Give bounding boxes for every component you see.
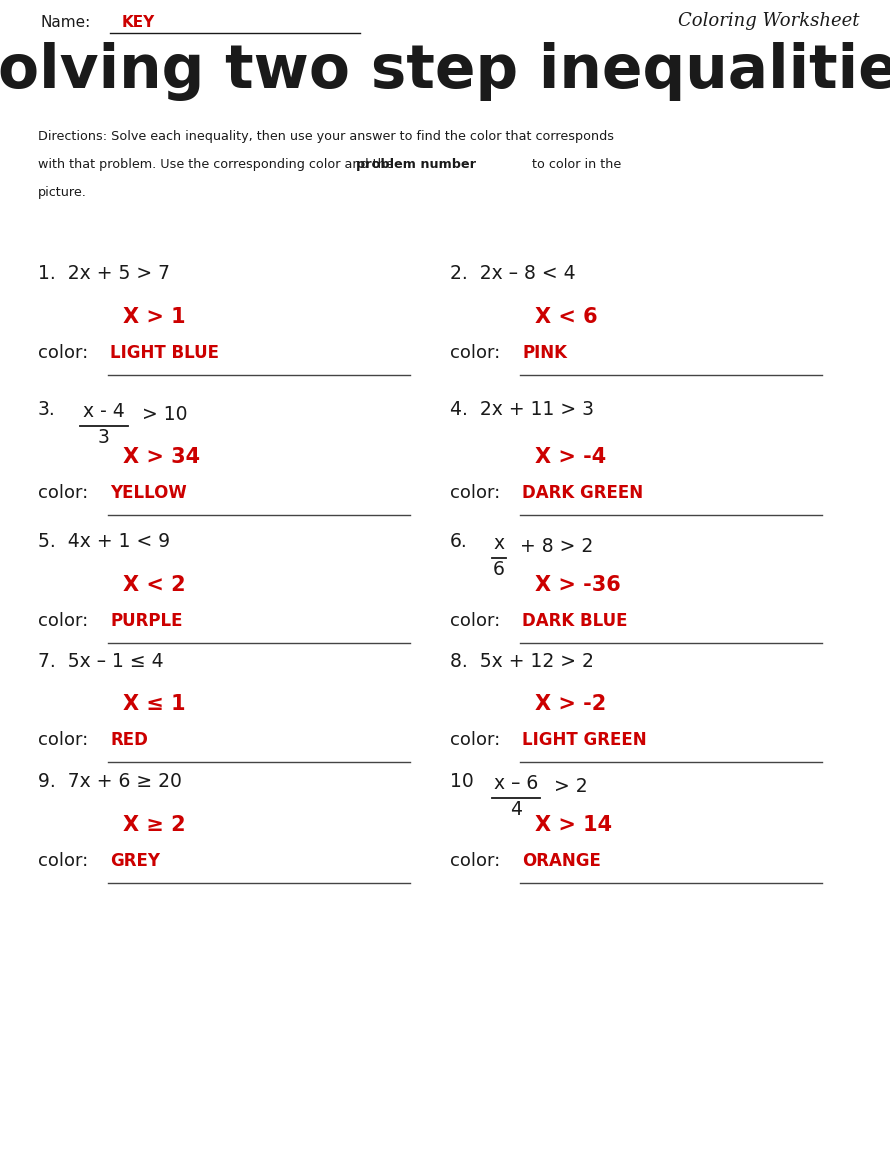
Text: 6: 6 (493, 560, 505, 579)
Text: with that problem. Use the corresponding color and the: with that problem. Use the corresponding… (38, 158, 398, 170)
Text: color:: color: (450, 732, 500, 749)
Text: X < 2: X < 2 (123, 575, 186, 594)
Text: YELLOW: YELLOW (110, 484, 187, 502)
Text: GREY: GREY (110, 852, 160, 870)
Text: PURPLE: PURPLE (110, 612, 182, 630)
Text: to color in the: to color in the (528, 158, 621, 170)
Text: + 8 > 2: + 8 > 2 (514, 537, 593, 556)
Text: 8.  5x + 12 > 2: 8. 5x + 12 > 2 (450, 652, 594, 670)
Text: 7.  5x – 1 ≤ 4: 7. 5x – 1 ≤ 4 (38, 652, 164, 670)
Text: X < 6: X < 6 (535, 306, 597, 327)
Text: PINK: PINK (522, 344, 567, 362)
Text: color:: color: (38, 484, 88, 502)
Text: DARK BLUE: DARK BLUE (522, 612, 627, 630)
Text: Name:: Name: (40, 15, 90, 30)
Text: 6.: 6. (450, 532, 468, 551)
Text: 1.  2x + 5 > 7: 1. 2x + 5 > 7 (38, 264, 170, 283)
Text: color:: color: (450, 612, 500, 630)
Text: RED: RED (110, 732, 148, 749)
Text: LIGHT BLUE: LIGHT BLUE (110, 344, 219, 362)
Text: color:: color: (38, 732, 88, 749)
Text: color:: color: (450, 484, 500, 502)
Text: 10: 10 (450, 772, 473, 791)
Text: 4: 4 (510, 799, 522, 819)
Text: color:: color: (38, 852, 88, 870)
Text: color:: color: (38, 344, 88, 362)
Text: X > 14: X > 14 (535, 814, 612, 835)
Text: 3.: 3. (38, 400, 56, 419)
Text: 3: 3 (98, 429, 109, 447)
Text: problem number: problem number (355, 158, 475, 170)
Text: KEY: KEY (122, 15, 155, 30)
Text: X ≤ 1: X ≤ 1 (123, 694, 186, 714)
Text: X ≥ 2: X ≥ 2 (123, 814, 186, 835)
Text: color:: color: (450, 852, 500, 870)
Text: X > -2: X > -2 (535, 694, 606, 714)
Text: Coloring Worksheet: Coloring Worksheet (678, 12, 860, 30)
Text: picture.: picture. (38, 185, 87, 199)
Text: 4.  2x + 11 > 3: 4. 2x + 11 > 3 (450, 400, 594, 419)
Text: LIGHT GREEN: LIGHT GREEN (522, 732, 647, 749)
Text: x: x (493, 535, 505, 553)
Text: > 2: > 2 (547, 776, 587, 796)
Text: X > -4: X > -4 (535, 447, 606, 467)
Text: X > -36: X > -36 (535, 575, 620, 594)
Text: 5.  4x + 1 < 9: 5. 4x + 1 < 9 (38, 532, 170, 551)
Text: color:: color: (38, 612, 88, 630)
Text: X > 1: X > 1 (123, 306, 186, 327)
Text: > 10: > 10 (135, 406, 187, 424)
Text: 2.  2x – 8 < 4: 2. 2x – 8 < 4 (450, 264, 576, 283)
Text: Directions: Solve each inequality, then use your answer to find the color that c: Directions: Solve each inequality, then … (38, 130, 614, 143)
Text: 9.  7x + 6 ≥ 20: 9. 7x + 6 ≥ 20 (38, 772, 182, 791)
Text: ORANGE: ORANGE (522, 852, 601, 870)
Text: x - 4: x - 4 (83, 402, 125, 420)
Text: color:: color: (450, 344, 500, 362)
Text: Solving two step inequalities: Solving two step inequalities (0, 41, 890, 101)
Text: DARK GREEN: DARK GREEN (522, 484, 643, 502)
Text: X > 34: X > 34 (123, 447, 200, 467)
Text: x – 6: x – 6 (494, 774, 538, 793)
